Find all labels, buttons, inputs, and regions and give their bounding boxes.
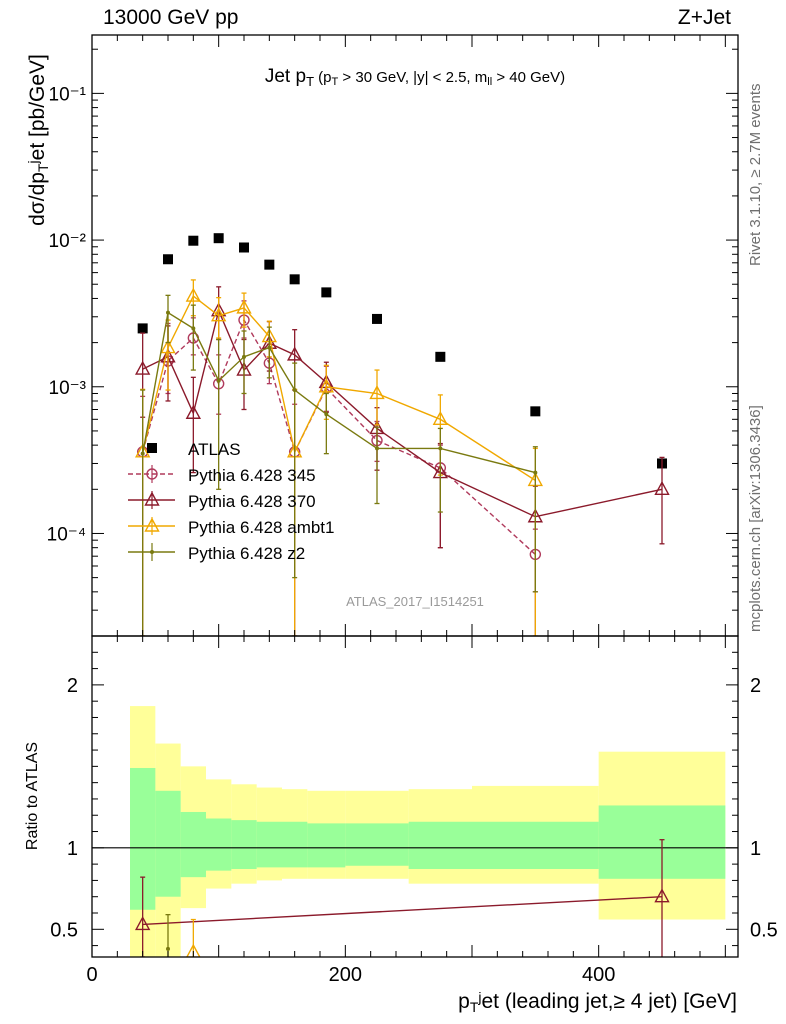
ratio-series-line-pythia-6-428-370 <box>142 896 663 926</box>
data-point-atlas <box>530 406 541 417</box>
uncertainty-band-green <box>180 811 206 878</box>
y-tick-label: 10⁻² <box>49 231 87 252</box>
data-point-pythia-6-428-z2 <box>191 326 196 331</box>
ratio-y-tick-label: 1 <box>67 838 78 860</box>
ratio-point-pythia-6-428-370 <box>654 888 670 903</box>
data-point-pythia-6-428-370 <box>286 346 303 361</box>
legend-marker-pythia-6-428-z2 <box>150 550 154 554</box>
data-point-pythia-6-428-z2 <box>140 451 145 456</box>
data-point-atlas <box>137 323 148 334</box>
ratio-y-tick-label: 2 <box>67 675 78 697</box>
y-tick-label: 10⁻⁴ <box>47 524 86 545</box>
analysis-id-label: ATLAS_2017_I1514251 <box>346 594 484 609</box>
data-point-pythia-6-428-z2 <box>216 378 221 383</box>
ratio-y-axis-label: Ratio to ATLAS <box>24 742 41 850</box>
header-left: 13000 GeV pp <box>103 6 239 29</box>
rivet-version-text: Rivet 3.1.10, ≥ 2.7M events <box>747 83 764 267</box>
uncertainty-band-green <box>206 818 232 871</box>
ratio-uncertainty-bands <box>92 706 738 957</box>
data-point-atlas <box>188 235 199 246</box>
ratio-y-tick-label: 0.5 <box>50 919 78 941</box>
mcplots-reference-text: mcplots.cern.ch [arXiv:1306.3436] <box>747 405 764 632</box>
ratio-point-pythia-6-428-z2 <box>166 946 170 951</box>
x-tick-label: 400 <box>582 964 615 986</box>
data-point-pythia-6-428-ambt1 <box>160 339 176 354</box>
data-point-pythia-6-428-370 <box>134 360 151 375</box>
data-point-pythia-6-428-ambt1 <box>369 385 385 400</box>
data-point-atlas <box>163 254 173 265</box>
legend-marker-pythia-6-428-370 <box>144 491 160 506</box>
x-tick-label: 0 <box>86 964 97 986</box>
data-point-atlas <box>372 313 382 324</box>
data-point-pythia-6-428-ambt1 <box>432 410 449 426</box>
ratio-point-pythia-6-428-ambt1 <box>186 943 201 957</box>
data-point-pythia-6-428-z2 <box>324 412 329 417</box>
legend-label-pythia-6-428-345: Pythia 6.428 345 <box>188 466 316 485</box>
uncertainty-band-green <box>408 821 472 870</box>
legend-label-pythia-6-428-ambt1: Pythia 6.428 ambt1 <box>188 518 334 537</box>
uncertainty-band-green <box>282 821 308 868</box>
ratio-series-pythia-6-428-370 <box>134 839 670 957</box>
data-point-atlas <box>239 242 249 253</box>
data-point-atlas <box>213 233 224 244</box>
data-point-atlas <box>289 274 300 285</box>
legend-label-atlas: ATLAS <box>188 440 241 459</box>
legend-marker-pythia-6-428-345 <box>146 468 158 480</box>
data-point-pythia-6-428-ambt1 <box>318 378 335 393</box>
ratio-plot-frame <box>91 635 739 958</box>
data-point-atlas <box>264 259 275 270</box>
data-point-atlas <box>321 287 332 298</box>
series-line-pythia-6-428-370 <box>142 308 663 518</box>
y-tick-label: 10⁻³ <box>49 378 87 399</box>
data-point-pythia-6-428-z2 <box>166 310 170 315</box>
data-point-pythia-6-428-z2 <box>242 354 246 359</box>
uncertainty-band-green <box>307 823 346 868</box>
legend-marker-pythia-6-428-ambt1 <box>144 517 160 532</box>
ratio-panel-series <box>134 839 670 957</box>
data-point-pythia-6-428-ambt1 <box>236 299 252 314</box>
y-tick-label: 10⁻¹ <box>49 84 87 105</box>
uncertainty-band-green <box>472 821 599 870</box>
ratio-y-tick-label-right: 2 <box>750 675 761 697</box>
data-point-pythia-6-428-z2 <box>267 345 272 350</box>
data-point-pythia-6-428-370 <box>185 404 202 419</box>
uncertainty-band-green <box>256 821 282 868</box>
ratio-y-tick-label-right: 1 <box>750 838 761 860</box>
legend-label-pythia-6-428-370: Pythia 6.428 370 <box>188 492 316 511</box>
legend: ATLAS Pythia 6.428 345 Pythia 6.428 370 Pyt… <box>128 440 334 563</box>
uncertainty-band-green <box>155 790 181 897</box>
main-panel-series <box>134 233 670 636</box>
uncertainty-band-green <box>231 820 257 870</box>
main-y-axis-label: dσ/dpTjet [pb/GeV] <box>25 54 51 226</box>
x-axis-label: pTjet (leading jet,≥ 4 jet) [GeV] <box>458 989 737 1015</box>
ratio-series-pythia-6-428-ambt1 <box>186 918 201 957</box>
legend-marker-atlas <box>147 443 157 453</box>
ratio-point-pythia-6-428-370 <box>134 915 151 931</box>
data-point-pythia-6-428-z2 <box>438 446 443 451</box>
series-atlas <box>137 233 667 469</box>
data-point-pythia-6-428-ambt1 <box>210 307 227 322</box>
data-point-pythia-6-428-z2 <box>533 470 538 475</box>
legend-label-pythia-6-428-z2: Pythia 6.428 z2 <box>188 544 305 563</box>
ratio-y-tick-label-right: 0.5 <box>750 919 778 941</box>
main-plot-title: Jet pT (pT > 30 GeV, |y| < 2.5, mll > 40… <box>265 66 565 89</box>
x-tick-label: 200 <box>329 964 362 986</box>
axes-frames: 10⁻⁴ 10⁻³ 10⁻² 10⁻¹ 0 200 400 0.5 0.5 1 1 2 2 Jet pT … <box>24 34 778 1015</box>
uncertainty-band-green <box>345 823 409 866</box>
data-point-atlas <box>435 351 446 362</box>
header-right: Z+Jet <box>677 6 731 29</box>
data-point-pythia-6-428-370 <box>654 480 670 496</box>
data-point-pythia-6-428-ambt1 <box>185 287 202 302</box>
series-pythia-6-428-z2 <box>140 294 538 636</box>
data-point-pythia-6-428-z2 <box>292 388 297 393</box>
data-point-pythia-6-428-z2 <box>375 446 379 451</box>
